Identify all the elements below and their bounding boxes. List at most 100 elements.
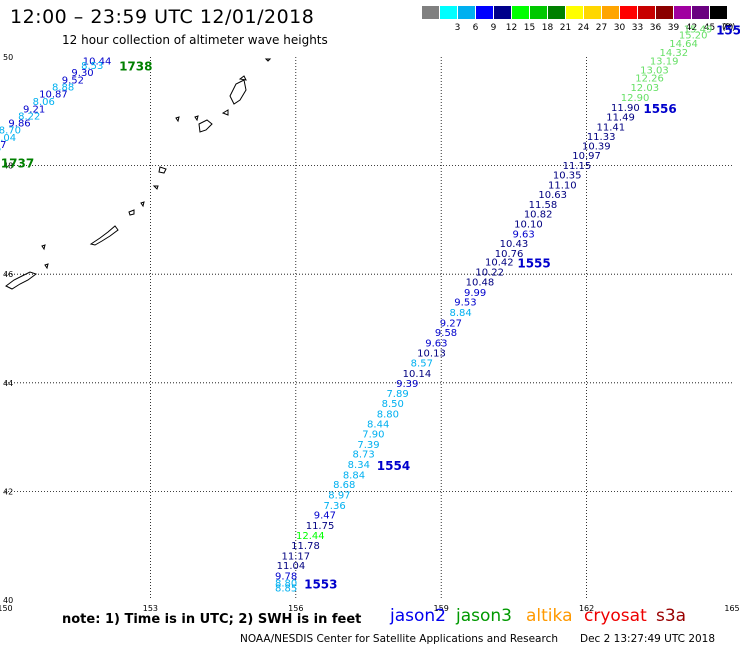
wave-height-value: 9.99	[464, 288, 486, 299]
coastline-segment	[238, 75, 247, 81]
wave-height-value: 10.13	[417, 349, 446, 360]
coastline-segment	[44, 263, 49, 270]
scale-label: 42	[685, 23, 698, 33]
wave-height-value: 13.03	[640, 65, 669, 76]
wave-height-value: 7.39	[357, 440, 379, 451]
wave-height-value: 11.41	[597, 122, 626, 133]
wave-height-value: 9.52	[62, 76, 84, 87]
lon-tick-label: 159	[434, 604, 449, 613]
wave-height-value: 10.42	[485, 258, 514, 269]
scale-label: 27	[595, 23, 608, 33]
lon-tick-label: 156	[288, 604, 303, 613]
wave-height-value: 11.78	[291, 541, 320, 552]
scale-label: 70	[721, 23, 734, 33]
wave-height-value: 10.35	[553, 171, 582, 182]
scale-label: 39	[667, 23, 680, 33]
pass-time-label: 1554	[377, 459, 410, 473]
scale-label: 45	[703, 23, 716, 33]
wave-height-value: 8.73	[353, 450, 375, 461]
wave-height-value: 9.27	[440, 318, 462, 329]
scale-label: 6	[472, 23, 479, 33]
wave-height-value: 8.44	[367, 419, 389, 430]
wave-height-value: 8.70	[0, 126, 21, 137]
wave-height-value: 10.39	[582, 141, 611, 152]
wave-height-value: 7.90	[362, 430, 384, 441]
wave-height-value: 9.53	[454, 298, 476, 309]
legend-altika: altika	[526, 606, 573, 626]
scale-label: 18	[541, 23, 554, 33]
wave-height-value: 12.44	[296, 531, 325, 542]
pass-time-label: 1738	[119, 60, 152, 74]
wave-height-value: 12.90	[621, 93, 650, 104]
scale-label: 12	[505, 23, 518, 33]
scale-label: 30	[613, 23, 626, 33]
wave-height-value: 10.82	[524, 210, 553, 221]
wave-height-value: 15.49	[684, 25, 713, 36]
wave-height-value: 9.39	[396, 379, 418, 390]
wave-height-value: 10.87	[39, 90, 68, 101]
wave-height-value: 8.85	[275, 583, 297, 594]
coastline-segment	[5, 271, 38, 290]
map-title: 12:00 – 23:59 UTC 12/01/2018	[10, 6, 315, 28]
wave-height-value: 13.19	[650, 57, 679, 68]
scale-swatch	[476, 6, 493, 19]
lon-tick-label: 153	[143, 604, 158, 613]
scale-swatch	[584, 6, 601, 19]
wave-height-value: 10.63	[538, 190, 567, 201]
scale-swatch	[458, 6, 475, 19]
wave-height-value: 9.63	[512, 229, 534, 240]
lat-tick-label: 44	[3, 379, 13, 388]
coastline-segment	[41, 244, 46, 251]
note-text: note: 1) Time is in UTC; 2) SWH is in fe…	[62, 612, 362, 627]
wave-height-value: 8.97	[328, 490, 350, 501]
wave-height-value: 15.20	[679, 31, 708, 42]
legend-jason2: jason2	[390, 606, 446, 626]
scale-label: 21	[559, 23, 572, 33]
wave-height-value: 8.22	[18, 111, 40, 122]
wave-height-value: 7.36	[323, 501, 345, 512]
scale-swatch	[440, 6, 457, 19]
wave-height-value: 10.44	[83, 57, 112, 68]
pass-time-label: 1557	[716, 24, 740, 38]
axis-labels: 150 153 156 159 162 165 50 48 46 44 42 40	[0, 53, 740, 613]
wave-height-value: 14.64	[669, 39, 698, 50]
wave-height-value: 8.34	[348, 460, 370, 471]
scale-swatch	[620, 6, 637, 19]
coastline-segment	[221, 109, 229, 116]
coastline-segment	[128, 209, 135, 216]
scale-swatch	[530, 6, 547, 19]
wave-height-value: 11.15	[563, 161, 592, 172]
coastline-segment	[264, 58, 272, 62]
wave-height-value: 8.88	[52, 83, 74, 94]
lat-tick-label: 42	[3, 487, 13, 496]
coastline-segment	[89, 225, 119, 246]
wave-height-value: 10.48	[466, 278, 495, 289]
wave-height-value: 10.22	[475, 267, 504, 278]
legend-s3a: s3a	[656, 606, 687, 626]
wave-height-value: 11.10	[548, 180, 577, 191]
scale-swatch	[602, 6, 619, 19]
scale-swatch	[422, 6, 439, 19]
wave-height-value: 11.49	[606, 113, 635, 124]
wave-height-value: 11.90	[611, 103, 640, 114]
coastline-segment	[229, 79, 247, 105]
lat-tick-label: 40	[3, 596, 13, 605]
scale-label: 3	[454, 23, 461, 33]
scale-swatch	[710, 6, 727, 19]
coastline-segment	[175, 116, 180, 123]
wave-height-value: 11.75	[306, 521, 335, 532]
scale-swatch	[548, 6, 565, 19]
lat-tick-label: 50	[3, 53, 13, 62]
legend-jason3: jason3	[456, 606, 512, 626]
wave-height-value: 10.76	[495, 249, 524, 260]
scale-label: 33	[631, 23, 644, 33]
wave-height-value: 8.84	[449, 308, 471, 319]
plot-frame	[5, 57, 732, 600]
wave-height-value: 8.84	[343, 470, 365, 481]
map-subtitle: 12 hour collection of altimeter wave hei…	[62, 33, 328, 47]
lat-tick-label: 46	[3, 270, 13, 279]
wave-height-value: 10.10	[514, 220, 543, 231]
wave-height-value: 8.04	[0, 133, 16, 144]
coastline-segment	[198, 119, 213, 133]
